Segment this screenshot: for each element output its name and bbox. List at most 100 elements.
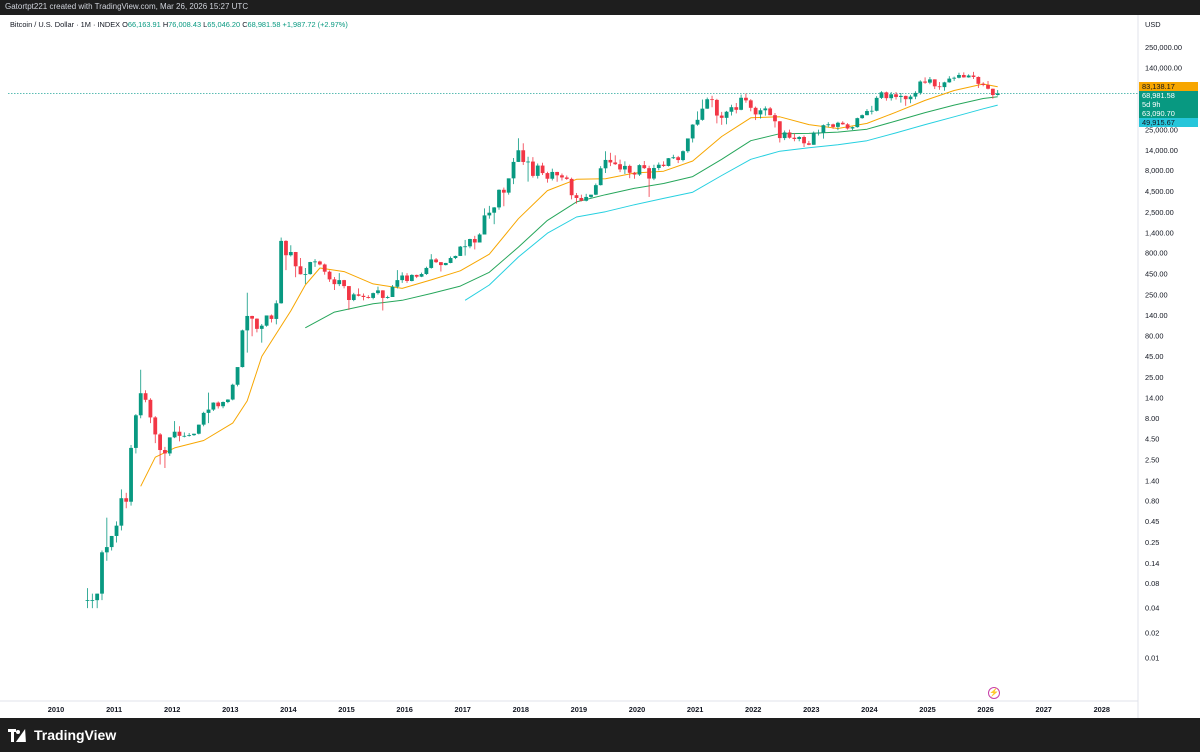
- candle-body: [129, 447, 133, 502]
- x-tick-label: 2017: [454, 705, 470, 714]
- candle-body: [710, 99, 714, 101]
- moving-average-layer: [140, 83, 998, 487]
- y-tick-label: 0.08: [1145, 579, 1159, 588]
- candle-body: [400, 275, 405, 281]
- y-tick-label: 8.00: [1145, 414, 1159, 423]
- candle-body: [240, 330, 245, 368]
- candle-body: [894, 94, 898, 97]
- open-value: 66,163.91: [127, 20, 161, 29]
- x-tick-label: 2012: [164, 705, 180, 714]
- candle-body: [453, 255, 458, 259]
- candle-body: [908, 96, 913, 100]
- x-tick-label: 2025: [919, 705, 935, 714]
- candle-body: [371, 293, 376, 298]
- candle-body: [826, 124, 831, 126]
- currency-label: USD: [1145, 20, 1161, 29]
- candle-body: [250, 315, 254, 319]
- candle-body: [85, 600, 90, 601]
- candle-body: [685, 138, 690, 152]
- candle-body: [225, 399, 230, 403]
- tradingview-logo[interactable]: TradingView: [8, 727, 116, 743]
- candle-body: [531, 161, 535, 176]
- y-tick-label: 0.14: [1145, 559, 1159, 568]
- candle-body: [361, 295, 366, 297]
- candle-body: [855, 118, 860, 128]
- candle-body: [317, 261, 322, 265]
- y-tick-label: 140,000.00: [1145, 64, 1182, 73]
- candle-body: [487, 212, 492, 216]
- header-caption: Gatortpt221 created with TradingView.com…: [5, 2, 249, 11]
- candle-body: [245, 315, 250, 331]
- candle-body: [269, 315, 274, 319]
- candle-body: [860, 115, 865, 119]
- candle-body: [506, 178, 511, 193]
- y-tick-label: 8,000.00: [1145, 166, 1174, 175]
- high-value: 76,008.43: [168, 20, 202, 29]
- x-tick-label: 2018: [513, 705, 529, 714]
- candle-body: [424, 267, 429, 275]
- price-tag-ma-long: 49,915.67: [1139, 118, 1198, 127]
- footer-bar: TradingView: [0, 718, 1200, 752]
- lightning-icon[interactable]: ⚡: [988, 687, 1000, 699]
- candle-body: [313, 261, 317, 263]
- y-tick-label: 25,000.00: [1145, 125, 1178, 134]
- price-tag-countdown: 5d 9h: [1139, 100, 1198, 109]
- candle-body: [632, 172, 637, 175]
- candle-body: [95, 593, 100, 601]
- y-tick-label: 250,000.00: [1145, 43, 1182, 52]
- candle-body: [109, 535, 114, 548]
- candle-body: [298, 266, 303, 275]
- candle-body: [976, 76, 981, 84]
- x-tick-label: 2013: [222, 705, 238, 714]
- candle-body: [288, 252, 293, 256]
- candle-body: [681, 151, 685, 161]
- y-tick-label: 2.50: [1145, 455, 1159, 464]
- candle-body: [739, 97, 743, 110]
- candle-body: [642, 165, 647, 169]
- candle-body: [744, 97, 748, 101]
- candle-body: [913, 92, 918, 97]
- candle-body: [172, 431, 177, 438]
- change-value: +1,987.72 (+2.97%): [282, 20, 348, 29]
- candle-body: [569, 178, 574, 196]
- y-tick-label: 0.01: [1145, 653, 1159, 662]
- candle-body: [918, 81, 923, 93]
- candle-body: [376, 290, 380, 294]
- candle-body: [255, 318, 259, 329]
- x-tick-label: 2020: [629, 705, 645, 714]
- candle-body: [405, 275, 409, 281]
- high-label: H: [162, 20, 169, 29]
- candle-body: [439, 262, 443, 266]
- candle-body: [119, 498, 124, 526]
- candle-body: [192, 433, 196, 436]
- candle-body: [593, 185, 598, 195]
- y-tick-label: 1.40: [1145, 476, 1159, 485]
- candle-body: [811, 132, 816, 145]
- candle-body: [448, 258, 453, 263]
- symbol-name: Bitcoin / U.S. Dollar · 1M · INDEX: [10, 20, 121, 29]
- candle-body: [579, 197, 584, 201]
- candle-body: [472, 239, 477, 243]
- x-tick-label: 2010: [48, 705, 64, 714]
- candle-body: [889, 94, 894, 99]
- candle-body: [802, 137, 806, 144]
- candle-body: [719, 115, 724, 118]
- candle-body: [608, 159, 613, 163]
- candle-body: [932, 79, 937, 87]
- candle-body: [589, 194, 593, 197]
- candle-body: [671, 157, 676, 159]
- candle-body: [928, 79, 932, 83]
- candle-body: [874, 97, 879, 111]
- candle-body: [637, 165, 642, 175]
- candle-body: [613, 162, 618, 165]
- close-label: C: [242, 20, 248, 29]
- x-tick-label: 2027: [1035, 705, 1051, 714]
- candle-body: [734, 107, 739, 110]
- candle-body: [458, 246, 463, 256]
- candle-body: [656, 164, 661, 169]
- candle-body: [163, 450, 167, 454]
- candle-body: [816, 132, 821, 134]
- moving-average-line-3: [464, 104, 998, 301]
- candle-body: [782, 132, 787, 139]
